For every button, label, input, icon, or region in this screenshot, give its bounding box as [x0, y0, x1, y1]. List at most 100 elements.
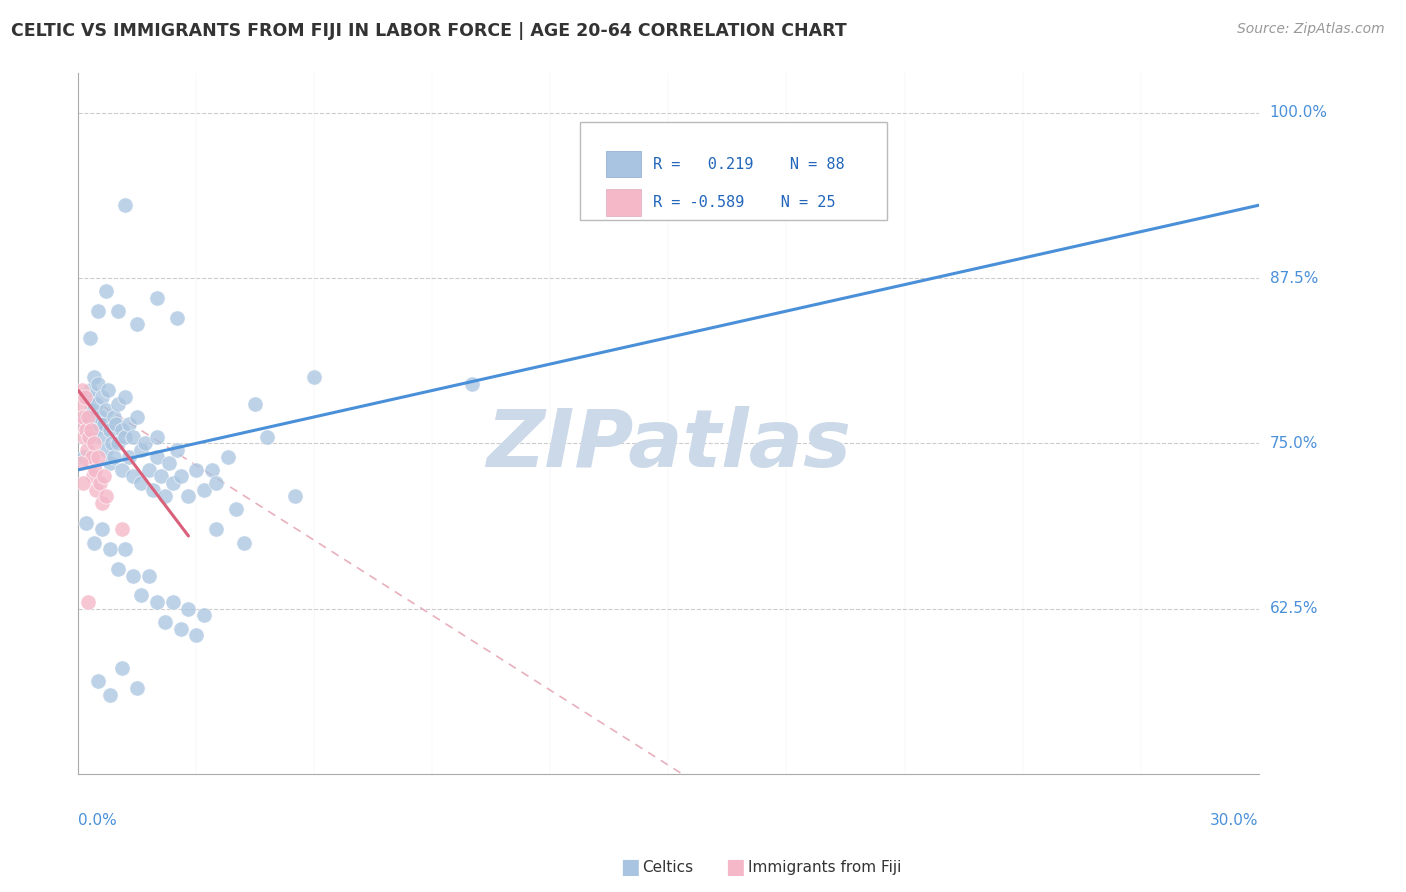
Point: [98, 542, 121, 557]
Point: [146, 430, 169, 444]
Point: [73, 450, 96, 464]
Point: [193, 483, 215, 497]
Point: [186, 628, 208, 642]
FancyBboxPatch shape: [606, 189, 641, 216]
Point: [94, 489, 117, 503]
Point: [129, 589, 152, 603]
Point: [79, 430, 101, 444]
Point: [73, 430, 96, 444]
Point: [75, 423, 97, 437]
Point: [104, 417, 127, 431]
Point: [127, 318, 149, 332]
Point: [83, 463, 105, 477]
Point: [153, 615, 176, 629]
Point: [129, 476, 152, 491]
Point: [87, 450, 110, 464]
Point: [72, 409, 94, 424]
Point: [79, 430, 101, 444]
Point: [134, 436, 156, 450]
Text: 0.0%: 0.0%: [79, 813, 117, 828]
Point: [77, 409, 100, 424]
Point: [118, 450, 141, 464]
Point: [114, 198, 136, 212]
Point: [87, 417, 110, 431]
Point: [245, 397, 267, 411]
Point: [162, 595, 184, 609]
Point: [153, 489, 176, 503]
FancyBboxPatch shape: [579, 122, 887, 220]
Point: [84, 483, 107, 497]
Point: [201, 463, 224, 477]
Point: [84, 397, 107, 411]
Point: [114, 542, 136, 557]
Point: [107, 562, 129, 576]
Point: [94, 403, 117, 417]
Point: [166, 310, 188, 325]
Point: [127, 409, 149, 424]
Text: Celtics: Celtics: [643, 860, 693, 874]
Text: 30.0%: 30.0%: [1211, 813, 1258, 828]
Point: [110, 423, 132, 437]
Point: [90, 390, 112, 404]
Point: [72, 476, 94, 491]
Point: [77, 390, 100, 404]
Point: [90, 522, 112, 536]
Point: [93, 469, 115, 483]
Point: [100, 436, 122, 450]
Point: [97, 384, 120, 398]
Point: [225, 502, 247, 516]
Point: [232, 535, 254, 549]
Point: [114, 430, 136, 444]
Point: [177, 601, 200, 615]
Point: [177, 489, 200, 503]
Text: CELTIC VS IMMIGRANTS FROM FIJI IN LABOR FORCE | AGE 20-64 CORRELATION CHART: CELTIC VS IMMIGRANTS FROM FIJI IN LABOR …: [11, 22, 846, 40]
Point: [83, 436, 105, 450]
Point: [110, 463, 132, 477]
Point: [82, 469, 104, 483]
Point: [142, 483, 165, 497]
Point: [107, 304, 129, 318]
Point: [256, 430, 278, 444]
Text: 62.5%: 62.5%: [1270, 601, 1319, 616]
FancyBboxPatch shape: [606, 151, 641, 178]
Point: [461, 376, 484, 391]
Point: [205, 522, 228, 536]
Point: [87, 376, 110, 391]
Point: [157, 456, 180, 470]
Text: Immigrants from Fiji: Immigrants from Fiji: [748, 860, 901, 874]
Point: [110, 661, 132, 675]
Point: [186, 463, 208, 477]
Text: ■: ■: [620, 857, 640, 877]
Point: [75, 516, 97, 530]
Point: [284, 489, 307, 503]
Point: [98, 688, 121, 702]
Point: [166, 442, 188, 457]
Point: [146, 291, 169, 305]
Point: [80, 403, 103, 417]
Point: [89, 476, 111, 491]
Point: [193, 608, 215, 623]
Text: 87.5%: 87.5%: [1270, 270, 1317, 285]
Point: [162, 476, 184, 491]
Point: [110, 522, 132, 536]
Point: [80, 423, 103, 437]
Point: [94, 284, 117, 298]
Point: [118, 417, 141, 431]
Point: [87, 304, 110, 318]
Point: [138, 568, 160, 582]
Point: [127, 681, 149, 695]
Text: ■: ■: [725, 857, 745, 877]
Text: Source: ZipAtlas.com: Source: ZipAtlas.com: [1237, 22, 1385, 37]
Point: [122, 430, 145, 444]
Point: [217, 450, 239, 464]
Point: [79, 384, 101, 398]
Point: [70, 417, 93, 431]
Point: [146, 450, 169, 464]
Point: [83, 370, 105, 384]
Point: [79, 456, 101, 470]
Point: [87, 674, 110, 689]
Point: [83, 535, 105, 549]
Text: R =   0.219    N = 88: R = 0.219 N = 88: [654, 157, 845, 171]
Point: [169, 622, 191, 636]
Point: [304, 370, 326, 384]
